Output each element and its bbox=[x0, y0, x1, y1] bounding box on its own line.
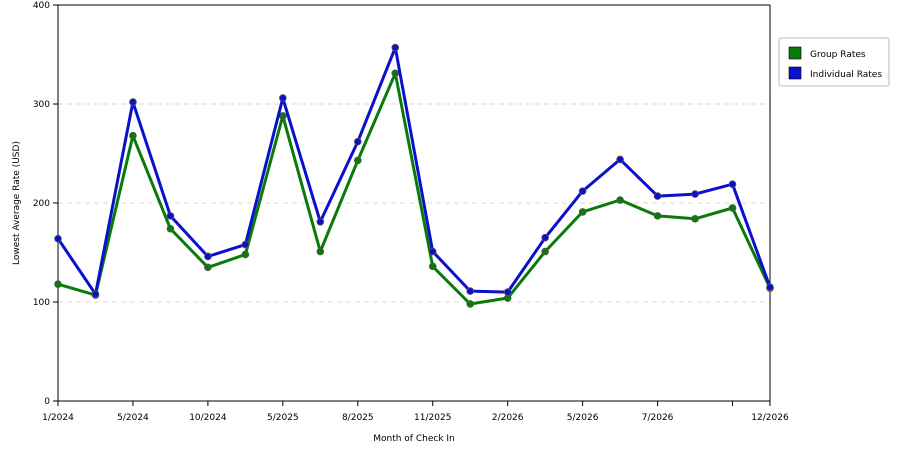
x-tick-label: 2/2026 bbox=[492, 413, 524, 423]
x-tick-label: 5/2024 bbox=[117, 413, 149, 423]
x-tick-label: 8/2025 bbox=[342, 413, 374, 423]
data-point-group-rates bbox=[466, 300, 475, 308]
data-point-individual-rates bbox=[391, 43, 400, 52]
data-point-individual-rates bbox=[129, 98, 137, 106]
x-tick-label: 7/2026 bbox=[642, 413, 674, 423]
y-tick-label: 0 bbox=[44, 397, 50, 407]
data-point-individual-rates bbox=[279, 94, 287, 102]
data-point-individual-rates bbox=[653, 192, 662, 200]
x-tick-label: 12/2026 bbox=[751, 413, 789, 423]
legend-swatch-individual-rates bbox=[788, 66, 802, 80]
data-point-individual-rates bbox=[503, 288, 512, 296]
data-point-group-rates bbox=[316, 247, 325, 256]
y-tick-label: 200 bbox=[33, 199, 50, 209]
data-point-individual-rates bbox=[166, 212, 175, 220]
series-line-individual-rates bbox=[56, 46, 772, 296]
data-point-group-rates bbox=[166, 224, 175, 233]
data-point-individual-rates bbox=[578, 187, 587, 195]
data-point-group-rates bbox=[653, 212, 662, 220]
data-point-individual-rates bbox=[466, 287, 475, 295]
data-point-individual-rates bbox=[241, 240, 250, 249]
x-tick-label: 11/2025 bbox=[414, 413, 451, 423]
x-tick-label: 1/2024 bbox=[42, 413, 74, 423]
data-point-group-rates bbox=[129, 131, 137, 140]
data-point-group-rates bbox=[616, 196, 624, 204]
data-point-group-rates bbox=[391, 69, 400, 78]
data-point-individual-rates bbox=[428, 247, 437, 256]
data-point-group-rates bbox=[353, 156, 362, 165]
x-tick-label: 10/2024 bbox=[189, 413, 227, 423]
data-point-group-rates bbox=[241, 250, 250, 259]
series-layer bbox=[54, 43, 774, 308]
data-point-individual-rates bbox=[204, 252, 212, 261]
legend-label-individual-rates: Individual Rates bbox=[810, 70, 882, 80]
data-point-individual-rates bbox=[728, 180, 737, 188]
legend: Group Rates Individual Rates bbox=[778, 37, 890, 87]
axes: 0 100 200 300 400 1/2024 5/2024 10/2024 5/2025 8/… bbox=[33, 1, 789, 423]
y-tick-label: 100 bbox=[33, 298, 50, 308]
y-axis-title: Lowest Average Rate (USD) bbox=[12, 141, 22, 265]
data-point-individual-rates bbox=[691, 190, 699, 198]
data-point-group-rates bbox=[54, 280, 62, 288]
data-point-individual-rates bbox=[54, 234, 62, 243]
series-line-group-rates bbox=[56, 71, 772, 306]
data-point-group-rates bbox=[204, 263, 212, 272]
y-tick-label: 400 bbox=[33, 1, 50, 11]
data-point-individual-rates bbox=[541, 233, 549, 242]
data-point-group-rates bbox=[728, 204, 737, 212]
data-point-group-rates bbox=[541, 247, 549, 256]
data-point-group-rates bbox=[691, 215, 699, 223]
data-point-group-rates bbox=[428, 262, 437, 271]
x-axis-title: Month of Check In bbox=[373, 434, 455, 444]
data-point-individual-rates bbox=[91, 290, 100, 298]
x-tick-label: 5/2026 bbox=[567, 413, 599, 423]
legend-swatch-group-rates bbox=[788, 46, 802, 60]
x-tick-label: 5/2025 bbox=[267, 413, 299, 423]
legend-label-group-rates: Group Rates bbox=[810, 50, 866, 60]
data-point-group-rates bbox=[578, 208, 587, 216]
data-point-individual-rates bbox=[316, 218, 325, 226]
legend-box bbox=[778, 37, 890, 87]
data-point-individual-rates bbox=[766, 283, 774, 291]
y-tick-label: 300 bbox=[33, 100, 50, 110]
data-point-individual-rates bbox=[616, 155, 624, 164]
data-point-group-rates bbox=[279, 112, 287, 120]
gridlines bbox=[58, 103, 770, 303]
data-point-individual-rates bbox=[353, 137, 362, 146]
